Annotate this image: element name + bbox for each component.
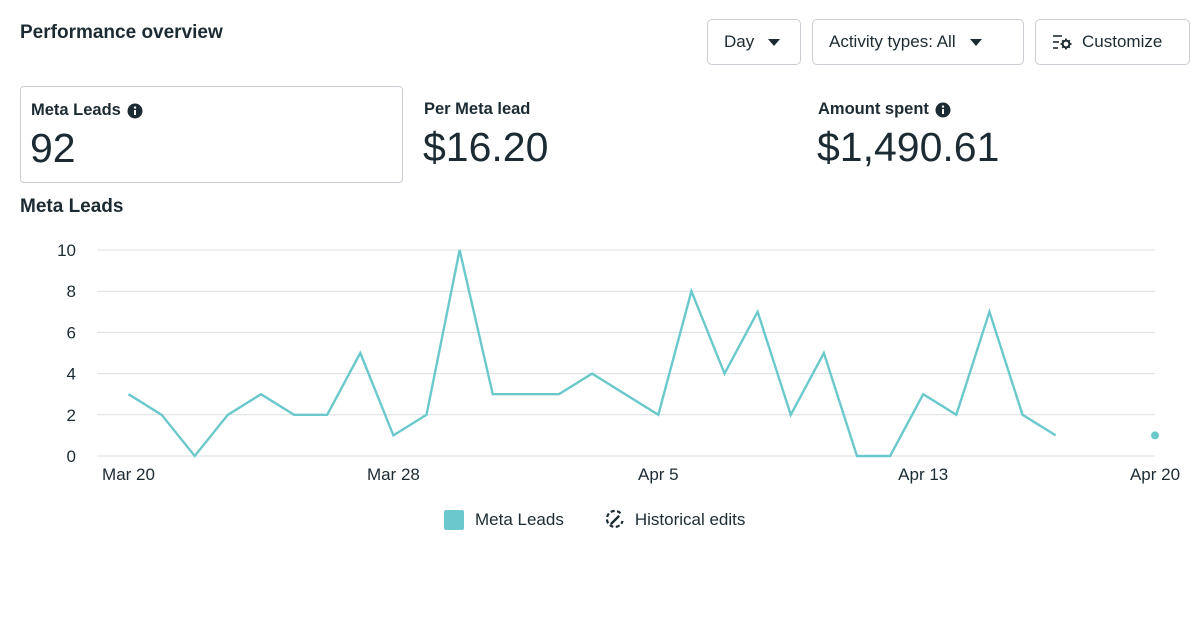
grid-layer [97,249,1155,457]
info-icon[interactable] [127,103,143,119]
metric-label-text: Meta Leads [31,101,121,119]
data-point[interactable] [1151,431,1159,440]
y-tick-label: 4 [67,365,76,384]
metric-card-per-meta-lead[interactable]: Per Meta lead $16.20 [414,86,794,183]
customize-icon [1053,35,1072,50]
legend-label: Historical edits [634,510,746,529]
page-title: Performance overview [20,22,223,43]
x-tick-label: Apr 5 [638,465,679,484]
series-layer [127,249,1159,458]
y-tick-label: 8 [67,282,76,301]
meta-leads-line-chart: 0 2 4 6 8 10 Mar 20 Mar 28 Apr 5 Apr 13 Apr 20 [57,241,1180,484]
series-line [127,249,1057,458]
metric-card-meta-leads[interactable]: Meta Leads 92 [20,86,403,183]
metric-value: $1,490.61 [817,124,1000,170]
x-tick-label: Mar 28 [367,465,420,484]
activity-types-dropdown[interactable]: Activity types: All [812,19,1024,65]
activity-types-label: Activity types: All [829,32,956,51]
legend-label: Meta Leads [475,510,564,529]
metric-label: Meta Leads [31,101,143,120]
y-tick-label: 2 [67,406,76,425]
x-axis-ticks: Mar 20 Mar 28 Apr 5 Apr 13 Apr 20 [102,465,1180,484]
metric-label: Per Meta lead [424,100,530,119]
info-icon[interactable] [935,102,951,118]
customize-button[interactable]: Customize [1035,19,1190,65]
chart-title: Meta Leads [20,196,124,217]
y-tick-label: 6 [67,323,76,342]
legend-item-historical-edits[interactable]: Historical edits [604,509,746,531]
metric-label-text: Amount spent [818,100,929,118]
day-dropdown-label: Day [724,32,755,51]
caret-down-icon [768,38,781,46]
customize-label: Customize [1082,32,1163,51]
metric-label-text: Per Meta lead [424,100,531,118]
metric-label: Amount spent [818,100,951,119]
metric-value: 92 [30,125,76,171]
metric-card-amount-spent[interactable]: Amount spent $1,490.61 [808,86,1188,183]
x-tick-label: Apr 20 [1130,465,1180,484]
metric-value: $16.20 [423,124,549,170]
caret-down-icon [969,38,982,46]
x-tick-label: Apr 13 [898,465,948,484]
day-dropdown[interactable]: Day [707,19,801,65]
toolbar: Day Activity types: All Customize [707,19,1190,65]
y-axis-ticks: 0 2 4 6 8 10 [57,241,76,466]
y-tick-label: 10 [57,241,76,260]
x-tick-label: Mar 20 [102,465,155,484]
y-tick-label: 0 [67,447,76,466]
chart-legend: Meta Leads Historical edits [444,509,745,531]
historical-edits-icon [605,509,624,528]
legend-swatch [444,510,464,530]
legend-item-meta-leads[interactable]: Meta Leads [444,510,564,530]
